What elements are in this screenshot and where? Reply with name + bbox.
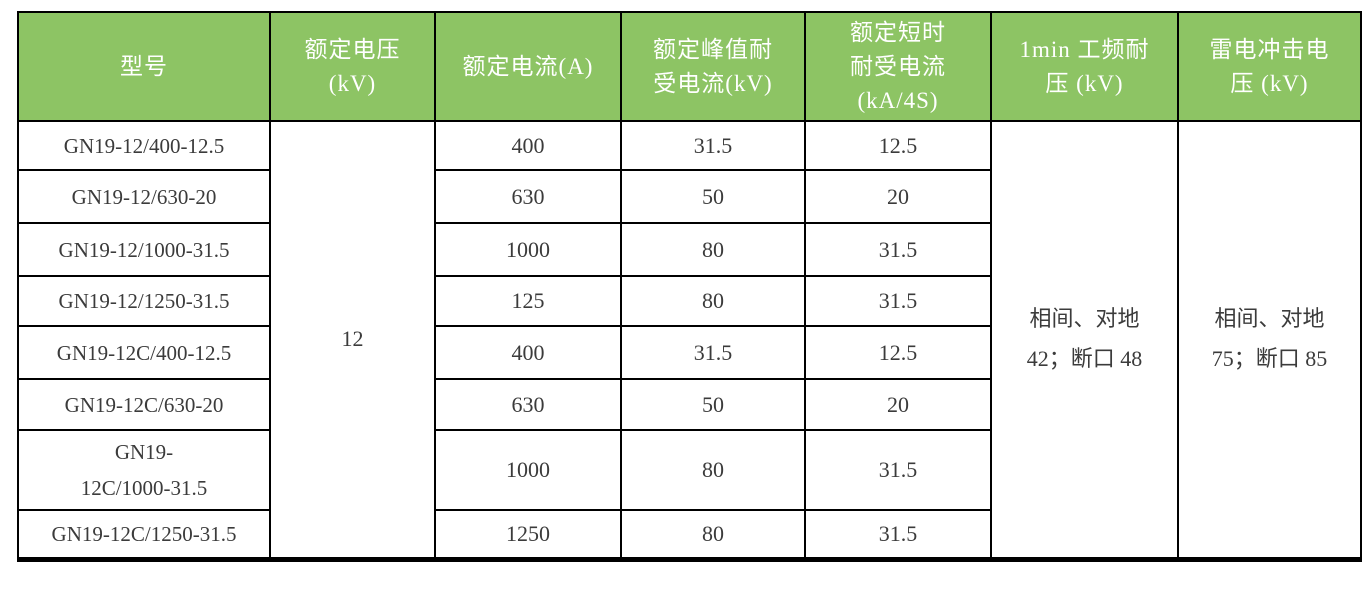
cell-rated-current: 630 — [434, 169, 622, 224]
cell-short-time-withstand: 31.5 — [804, 429, 992, 511]
spec-table-container: 型号 额定电压 (kV) 额定电流(A) 额定峰值耐 受电流(kV) 额定短时 … — [17, 11, 1362, 562]
cell-model: GN19-12/1250-31.5 — [17, 275, 271, 327]
cell-short-time-withstand: 31.5 — [804, 222, 992, 277]
header-model: 型号 — [17, 11, 271, 122]
cell-short-time-withstand: 20 — [804, 378, 992, 431]
cell-model: GN19-12C/1250-31.5 — [17, 509, 271, 560]
header-short-time-withstand-current: 额定短时 耐受电流 (kA/4S) — [804, 11, 992, 122]
header-rated-voltage: 额定电压 (kV) — [269, 11, 436, 122]
cell-short-time-withstand: 12.5 — [804, 325, 992, 380]
cell-peak-withstand: 80 — [620, 429, 806, 511]
table-row: GN19-12C/1250-31.5 1250 80 31.5 — [17, 509, 1361, 560]
cell-short-time-withstand: 31.5 — [804, 509, 992, 560]
cell-rated-current: 1250 — [434, 509, 622, 560]
cell-model: GN19-12/630-20 — [17, 169, 271, 224]
header-peak-withstand-current: 额定峰值耐 受电流(kV) — [620, 11, 806, 122]
cell-model: GN19-12/1000-31.5 — [17, 222, 271, 277]
cell-peak-withstand: 80 — [620, 222, 806, 277]
cell-rated-current: 400 — [434, 325, 622, 380]
cell-short-time-withstand: 31.5 — [804, 275, 992, 327]
cell-short-time-withstand: 12.5 — [804, 120, 992, 171]
cell-rated-current: 1000 — [434, 429, 622, 511]
cell-peak-withstand: 31.5 — [620, 325, 806, 380]
table-row: GN19-12C/400-12.5 400 31.5 12.5 — [17, 325, 1361, 380]
table-row: GN19-12/1250-31.5 125 80 31.5 — [17, 275, 1361, 327]
cell-peak-withstand: 80 — [620, 509, 806, 560]
table-body: GN19-12/400-12.5 12 400 31.5 12.5 相间、对地 … — [17, 120, 1362, 560]
table-row: GN19-12C/630-20 630 50 20 — [17, 378, 1361, 431]
table-row: GN19-12/1000-31.5 1000 80 31.5 — [17, 222, 1361, 277]
cell-model: GN19-12C/400-12.5 — [17, 325, 271, 380]
table-row: GN19-12/630-20 630 50 20 — [17, 169, 1361, 224]
cell-rated-current: 630 — [434, 378, 622, 431]
cell-peak-withstand: 50 — [620, 169, 806, 224]
cell-model: GN19-12/400-12.5 — [17, 120, 271, 171]
cell-rated-voltage-merged: 12 — [269, 120, 436, 560]
cell-rated-current: 1000 — [434, 222, 622, 277]
cell-lightning-impulse-merged: 相间、对地 75；断口 85 — [1177, 120, 1362, 560]
cell-peak-withstand: 50 — [620, 378, 806, 431]
cell-peak-withstand: 31.5 — [620, 120, 806, 171]
cell-model: GN19- 12C/1000-31.5 — [17, 429, 271, 511]
spec-table: 型号 额定电压 (kV) 额定电流(A) 额定峰值耐 受电流(kV) 额定短时 … — [17, 11, 1362, 562]
cell-peak-withstand: 80 — [620, 275, 806, 327]
cell-power-frequency-merged: 相间、对地 42；断口 48 — [990, 120, 1179, 560]
header-lightning-impulse-voltage: 雷电冲击电 压 (kV) — [1177, 11, 1362, 122]
table-row: GN19- 12C/1000-31.5 1000 80 31.5 — [17, 429, 1361, 511]
header-power-frequency-withstand-voltage: 1min 工频耐 压 (kV) — [990, 11, 1179, 122]
cell-short-time-withstand: 20 — [804, 169, 992, 224]
table-row: GN19-12/400-12.5 12 400 31.5 12.5 相间、对地 … — [17, 120, 1362, 560]
cell-model: GN19-12C/630-20 — [17, 378, 271, 431]
header-rated-current: 额定电流(A) — [434, 11, 622, 122]
cell-rated-current: 125 — [434, 275, 622, 327]
header-row: 型号 额定电压 (kV) 额定电流(A) 额定峰值耐 受电流(kV) 额定短时 … — [17, 11, 1362, 122]
cell-rated-current: 400 — [434, 120, 622, 171]
table-header: 型号 额定电压 (kV) 额定电流(A) 额定峰值耐 受电流(kV) 额定短时 … — [17, 11, 1362, 122]
